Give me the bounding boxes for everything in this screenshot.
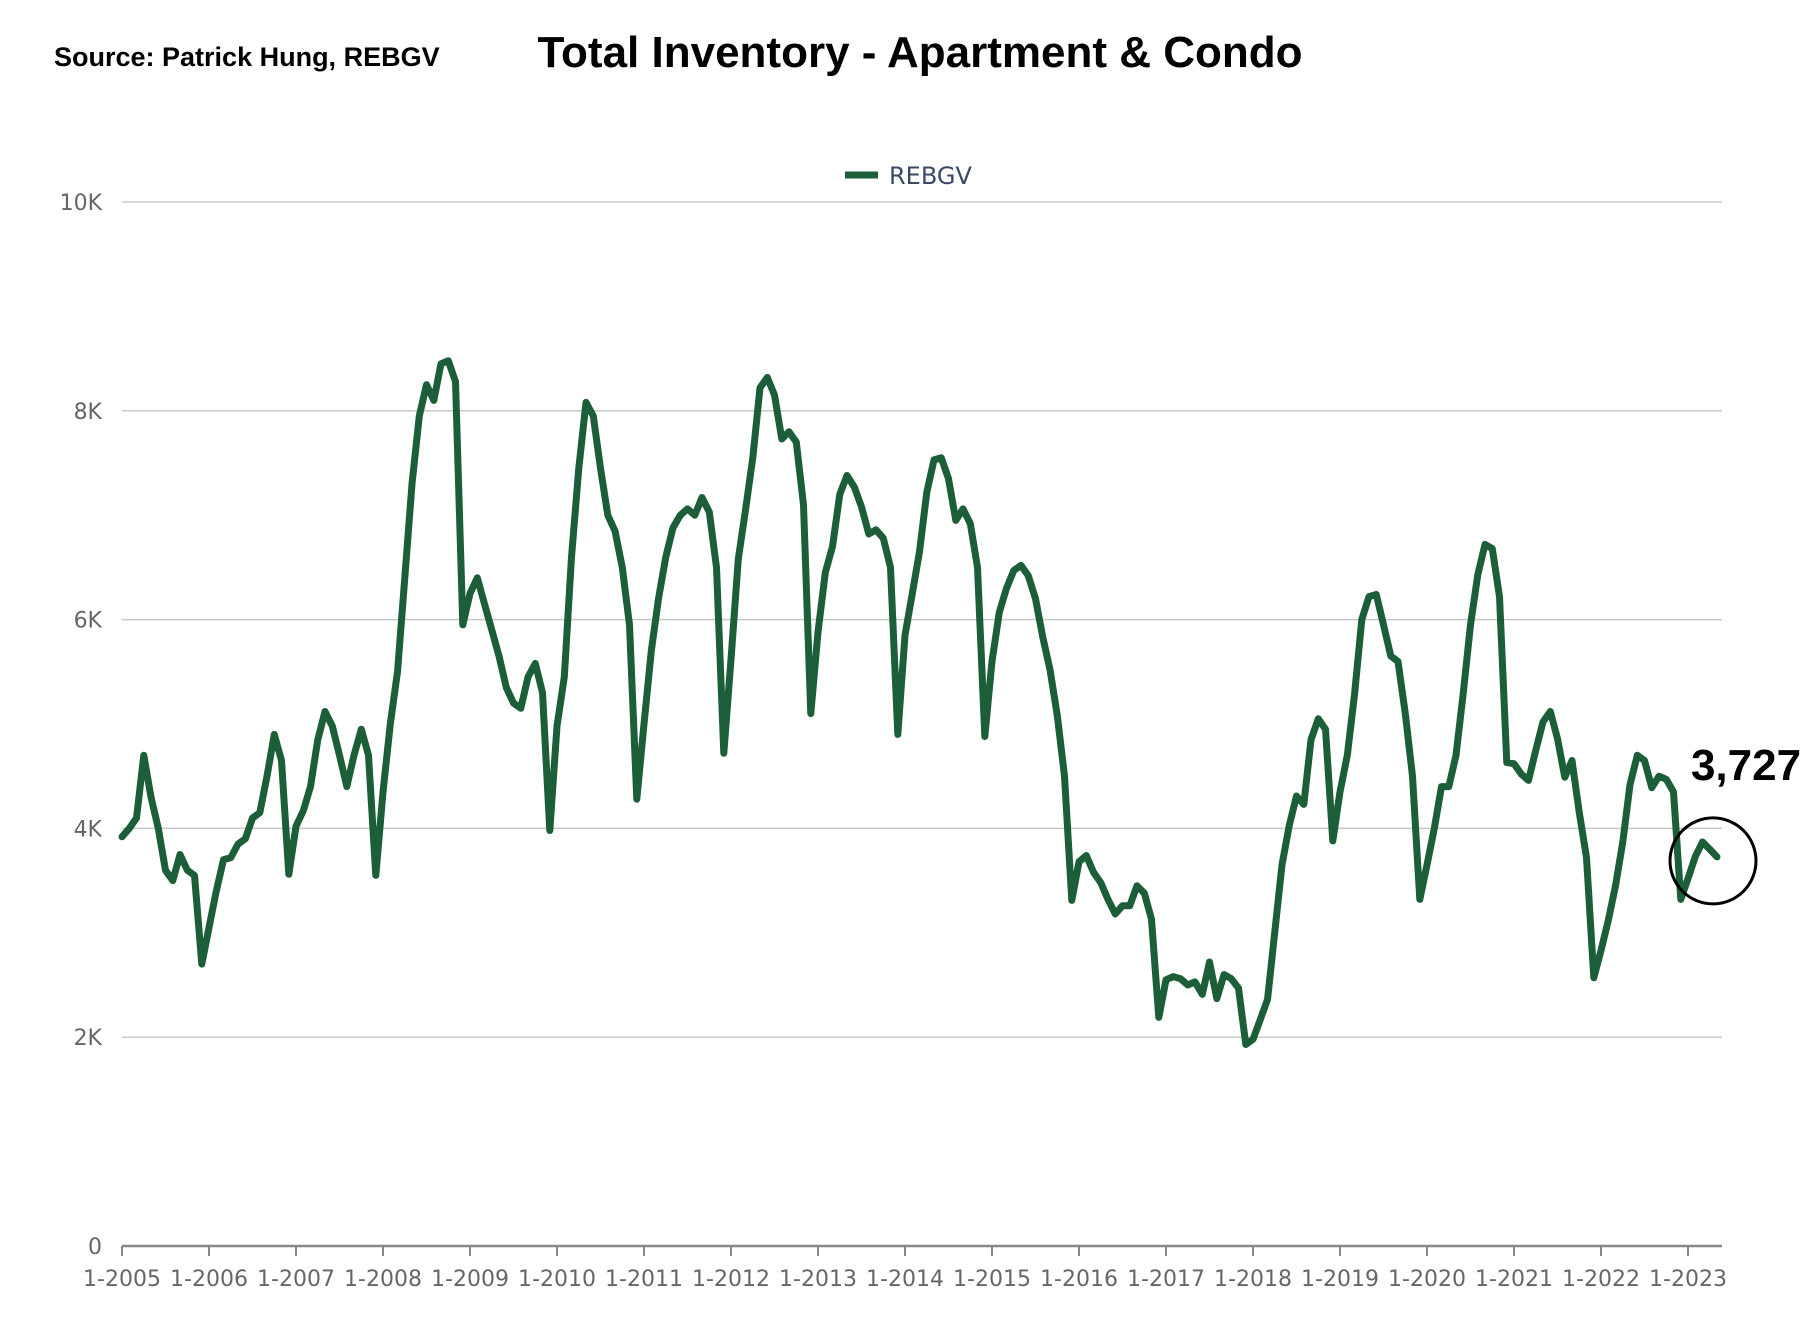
y-tick-label: 2K xyxy=(74,1026,103,1051)
x-tick-label: 1-2015 xyxy=(953,1267,1031,1292)
x-axis: 1-2005 1-2006 1-2007 1-2008 1-2009 1-2010 1-20… xyxy=(83,1244,1727,1292)
x-tick-label: 1-2017 xyxy=(1127,1267,1205,1292)
y-tick-label: 6K xyxy=(74,609,103,634)
x-tick-label: 1-2016 xyxy=(1040,1267,1118,1292)
x-tick-label: 1-2005 xyxy=(83,1267,161,1292)
x-tick-label: 1-2007 xyxy=(257,1267,335,1292)
x-tick-label: 1-2022 xyxy=(1562,1267,1640,1292)
x-tick-label: 1-2006 xyxy=(170,1267,248,1292)
annotation-label: 3,727 xyxy=(1691,741,1801,790)
x-tick-label: 1-2019 xyxy=(1301,1267,1379,1292)
series-line-rebgv xyxy=(118,357,1721,1048)
x-tick-label: 1-2021 xyxy=(1475,1267,1553,1292)
x-tick-label: 1-2011 xyxy=(605,1267,683,1292)
x-tick-label: 1-2012 xyxy=(692,1267,770,1292)
annotation-layer: 3,727 xyxy=(1668,741,1801,906)
chart-title: Total Inventory - Apartment & Condo xyxy=(537,28,1303,77)
y-axis: 0 2K 4K 6K 8K 10K xyxy=(60,191,103,1260)
x-tick-label: 1-2014 xyxy=(866,1267,944,1292)
grid-lines xyxy=(122,201,1722,1038)
y-tick-label: 0 xyxy=(88,1235,102,1260)
x-tick-label: 1-2023 xyxy=(1649,1267,1727,1292)
y-tick-label: 10K xyxy=(60,191,103,216)
y-tick-label: 4K xyxy=(74,817,103,842)
y-tick-label: 8K xyxy=(74,400,103,425)
x-tick-label: 1-2008 xyxy=(344,1267,422,1292)
x-tick-label: 1-2009 xyxy=(431,1267,509,1292)
x-tick-label: 1-2010 xyxy=(518,1267,596,1292)
legend: REBGV xyxy=(845,162,972,190)
annotation-circle xyxy=(1668,816,1758,906)
x-tick-label: 1-2020 xyxy=(1388,1267,1466,1292)
x-tick-label: 1-2018 xyxy=(1214,1267,1292,1292)
legend-label: REBGV xyxy=(889,162,972,190)
x-tick-label: 1-2013 xyxy=(779,1267,857,1292)
source-note: Source: Patrick Hung, REBGV xyxy=(54,42,440,72)
series-layer xyxy=(118,357,1721,1048)
